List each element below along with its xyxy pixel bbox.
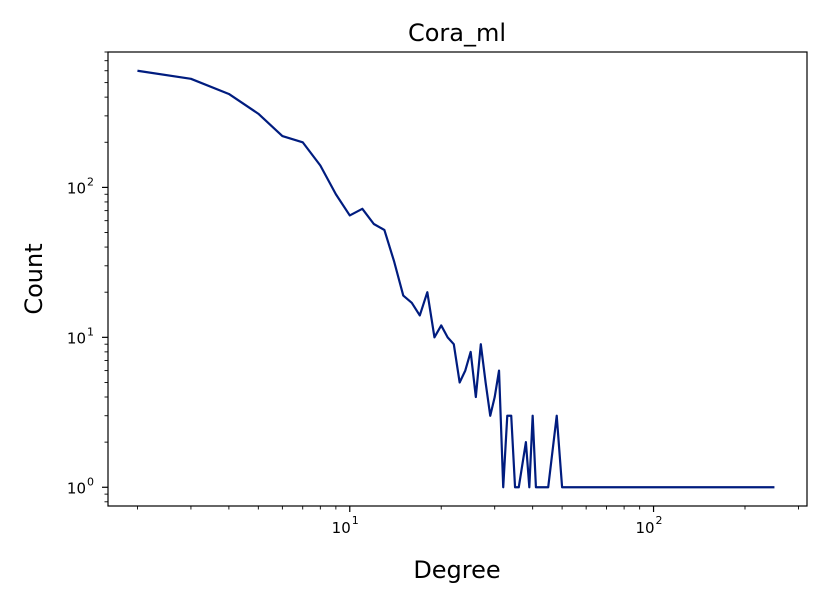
y-tick-label: 10 1 xyxy=(67,325,94,347)
x-tick-base: 10 xyxy=(332,519,351,537)
y-tick-exponent: 2 xyxy=(87,175,94,188)
series-line-0 xyxy=(137,69,775,489)
y-tick-exponent: 0 xyxy=(87,475,94,488)
x-tick-label: 10 2 xyxy=(635,514,662,537)
y-tick-label: 10 2 xyxy=(67,175,94,197)
y-tick-label: 10 0 xyxy=(67,475,94,497)
y-tick-exponent: 1 xyxy=(87,325,94,338)
plot-frame xyxy=(107,51,808,507)
x-tick-exponent: 1 xyxy=(352,514,359,527)
y-tick-base: 10 xyxy=(67,329,86,347)
chart-title: Cora_ml xyxy=(408,19,506,47)
x-axis-ticks: 10 1 10 2 xyxy=(136,506,799,537)
y-tick-base: 10 xyxy=(67,179,86,197)
x-tick-label: 10 1 xyxy=(332,514,359,537)
y-tick-base: 10 xyxy=(67,479,86,497)
x-axis-label: Degree xyxy=(413,556,500,584)
y-axis-label: Count xyxy=(20,243,48,314)
x-tick-base: 10 xyxy=(635,519,654,537)
series-layer xyxy=(137,69,775,489)
x-tick-exponent: 2 xyxy=(656,514,663,527)
